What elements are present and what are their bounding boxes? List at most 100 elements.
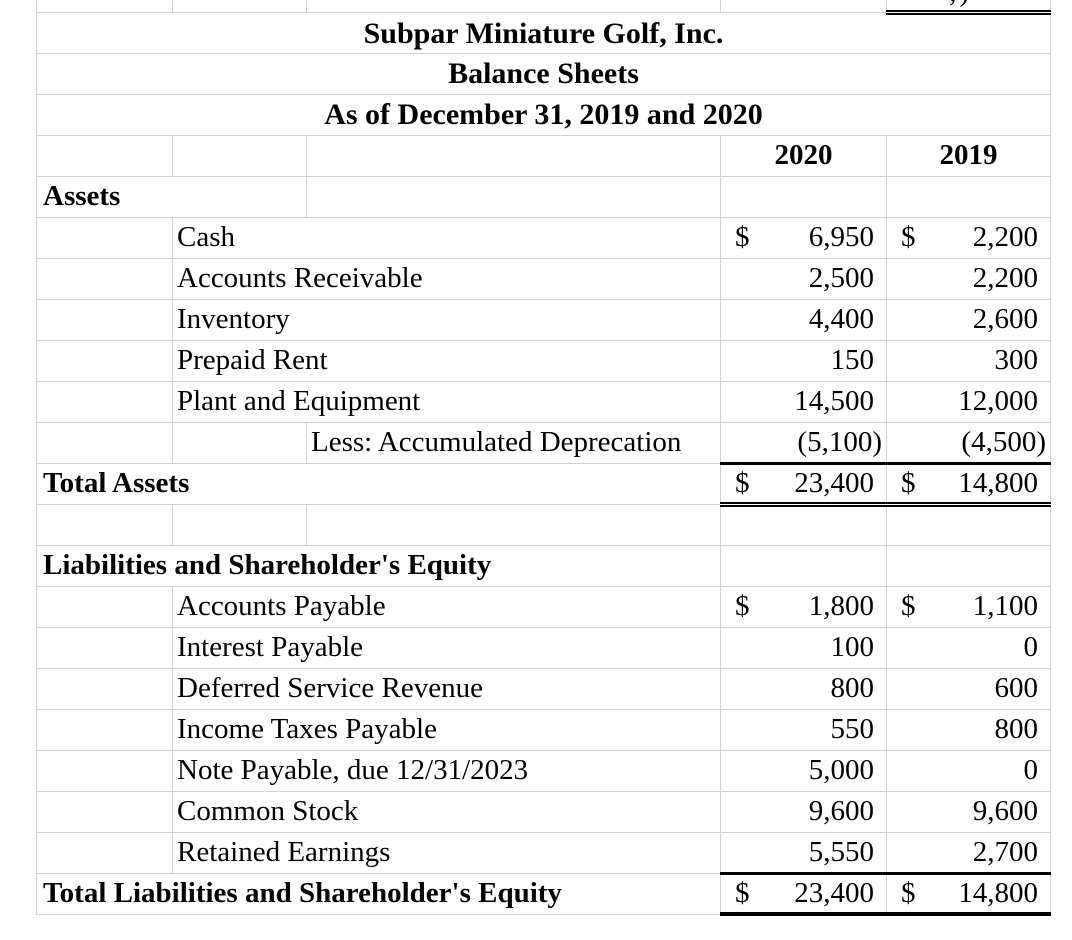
total-assets-2019-cell: $14,800 — [886, 462, 1051, 507]
accounts-payable-2019-value: 1,100 — [972, 590, 1038, 622]
row-cash: Cash $6,950 $2,200 — [36, 216, 1051, 259]
deferred-service-revenue-2019-value: 600 — [994, 672, 1039, 704]
income-taxes-payable-2019-cell: 800 — [886, 708, 1051, 751]
interest-payable-2019-value: 0 — [1023, 631, 1039, 663]
row-common-stock: Common Stock 9,600 9,600 — [36, 790, 1051, 833]
clipped-top-row: ,) — [36, 0, 1051, 15]
deferred-service-revenue-2020-cell: 800 — [720, 667, 887, 710]
common-stock-2020-cell: 9,600 — [720, 790, 887, 833]
cell-a — [36, 749, 173, 792]
dollar-sign: $ — [735, 876, 750, 909]
assets-2020-cell — [720, 175, 887, 218]
cell-c — [306, 503, 721, 546]
clipped-cell-c — [306, 0, 721, 13]
common-stock-2020-value: 9,600 — [808, 795, 874, 827]
clipped-cell-a — [36, 0, 173, 13]
row-income-taxes-payable: Income Taxes Payable 550 800 — [36, 708, 1051, 751]
title-row-dates: As of December 31, 2019 and 2020 — [36, 93, 1051, 136]
statement-title: Balance Sheets — [36, 52, 1051, 95]
liabilities-and-shareholder-s-equity-2020-cell — [720, 544, 887, 587]
title-row-statement: Balance Sheets — [36, 52, 1051, 95]
deferred-service-revenue-2019-cell: 600 — [886, 667, 1051, 710]
row-retained-earnings: Retained Earnings 5,550 2,700 — [36, 831, 1051, 875]
row-plant-and-equipment: Plant and Equipment 14,500 12,000 — [36, 380, 1051, 423]
total-assets-label: Total Assets — [36, 462, 721, 505]
note-payable-due-12-31-2023-2019-cell: 0 — [886, 749, 1051, 792]
liabilities-and-shareholder-s-equity-2019-cell — [886, 544, 1051, 587]
cell-a — [36, 831, 173, 874]
plant-and-equipment-2019-cell: 12,000 — [886, 380, 1051, 423]
common-stock-label: Common Stock — [172, 790, 721, 833]
cash-2019-cell: $2,200 — [886, 216, 1051, 259]
cash-2020-value: 6,950 — [808, 221, 874, 253]
cell-a — [36, 585, 173, 628]
total-liabilities-and-shareholder-s-equity-2020-value: 23,400 — [794, 876, 874, 909]
cell-b — [172, 503, 307, 546]
common-stock-2019-value: 9,600 — [972, 795, 1038, 827]
total-liabilities-and-shareholder-s-equity-2019-value: 14,800 — [958, 876, 1038, 909]
cell-c — [306, 175, 721, 218]
row-prepaid-rent: Prepaid Rent 150 300 — [36, 339, 1051, 382]
column-header-2019: 2019 — [886, 134, 1051, 177]
income-taxes-payable-2019-value: 800 — [994, 713, 1039, 745]
total-assets-2020-value: 23,400 — [794, 466, 874, 499]
cell-a — [36, 708, 173, 751]
deferred-service-revenue-label: Deferred Service Revenue — [172, 667, 721, 710]
row-note-payable-due-12-31-2023: Note Payable, due 12/31/2023 5,000 0 — [36, 749, 1051, 792]
interest-payable-label: Interest Payable — [172, 626, 721, 669]
header-cell-c — [306, 134, 721, 177]
accounts-payable-2020-cell: $1,800 — [720, 585, 887, 628]
clipped-cell-2020 — [720, 0, 887, 13]
note-payable-due-12-31-2023-2020-cell: 5,000 — [720, 749, 887, 792]
total-assets-2020-cell: $23,400 — [720, 462, 887, 507]
retained-earnings-2019-cell: 2,700 — [886, 831, 1051, 875]
total-liabilities-and-shareholder-s-equity-2019-cell: $14,800 — [886, 872, 1051, 916]
cell-d — [720, 503, 887, 546]
cell-a — [36, 298, 173, 341]
dollar-sign: $ — [901, 590, 916, 622]
balance-sheet-table: ,) Subpar Miniature Golf, Inc. Balance S… — [36, 0, 1051, 916]
accounts-receivable-2019-value: 2,200 — [972, 262, 1038, 294]
accounts-receivable-2019-cell: 2,200 — [886, 257, 1051, 300]
dollar-sign: $ — [901, 466, 916, 499]
row-accounts-payable: Accounts Payable $1,800 $1,100 — [36, 585, 1051, 628]
cell-a — [36, 216, 173, 259]
cell-a — [36, 257, 173, 300]
interest-payable-2020-cell: 100 — [720, 626, 887, 669]
cash-2020-cell: $6,950 — [720, 216, 887, 259]
row-liabilities-and-shareholder-s-equity: Liabilities and Shareholder's Equity — [36, 544, 1051, 587]
row-less-accumulated-deprecation: Less: Accumulated Deprecation (5,100) (4,5… — [36, 421, 1051, 465]
accounts-receivable-label: Accounts Receivable — [172, 257, 721, 300]
plant-and-equipment-2020-value: 14,500 — [794, 385, 874, 417]
prepaid-rent-2019-cell: 300 — [886, 339, 1051, 382]
cell-a — [36, 380, 173, 423]
total-liabilities-and-shareholder-s-equity-2020-cell: $23,400 — [720, 872, 887, 916]
accounts-payable-2020-value: 1,800 — [808, 590, 874, 622]
note-payable-due-12-31-2023-2019-value: 0 — [1023, 754, 1039, 786]
interest-payable-2019-cell: 0 — [886, 626, 1051, 669]
less-accumulated-deprecation-2019-value: (4,500) — [961, 425, 1046, 458]
header-cell-a — [36, 134, 173, 177]
dollar-sign: $ — [735, 466, 750, 499]
inventory-2019-cell: 2,600 — [886, 298, 1051, 341]
prepaid-rent-label: Prepaid Rent — [172, 339, 721, 382]
interest-payable-2020-value: 100 — [830, 631, 875, 663]
cell-a — [36, 421, 173, 464]
dollar-sign: $ — [901, 221, 916, 253]
cell-a — [36, 790, 173, 833]
accounts-payable-label: Accounts Payable — [172, 585, 721, 628]
retained-earnings-2020-cell: 5,550 — [720, 831, 887, 875]
retained-earnings-label: Retained Earnings — [172, 831, 721, 874]
row-accounts-receivable: Accounts Receivable 2,500 2,200 — [36, 257, 1051, 300]
row-total-liabilities-and-shareholder-s-equity: Total Liabilities and Shareholder's Equi… — [36, 872, 1051, 916]
cell-a — [36, 667, 173, 710]
column-header-2020: 2020 — [720, 134, 887, 177]
cell-a — [36, 503, 173, 546]
total-assets-2019-value: 14,800 — [958, 466, 1038, 499]
prepaid-rent-2020-value: 150 — [830, 344, 875, 376]
cell-a — [36, 339, 173, 382]
plant-and-equipment-label: Plant and Equipment — [172, 380, 721, 423]
row-inventory: Inventory 4,400 2,600 — [36, 298, 1051, 341]
plant-and-equipment-2019-value: 12,000 — [958, 385, 1038, 417]
year-header-row: 2020 2019 — [36, 134, 1051, 177]
